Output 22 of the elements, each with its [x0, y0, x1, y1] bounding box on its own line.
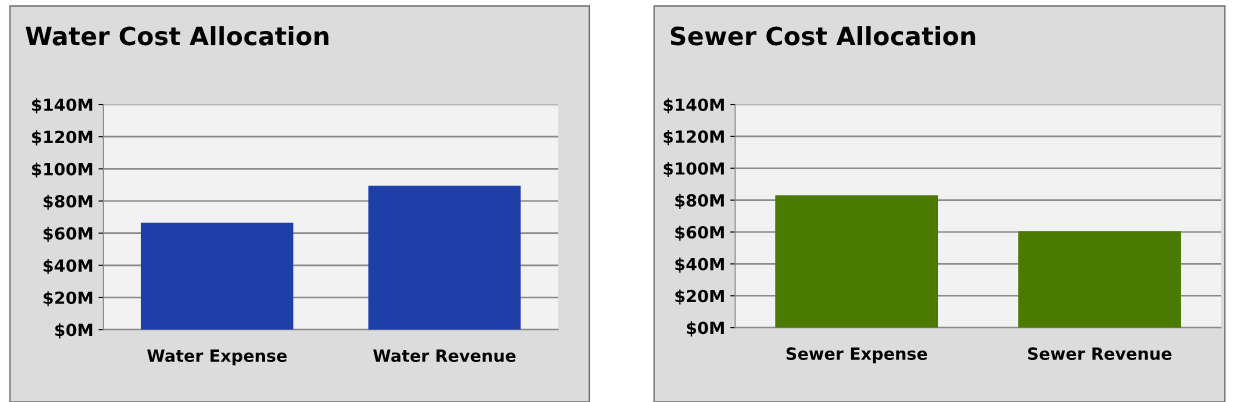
y-tick-label: $20M: [43, 291, 93, 307]
y-tick-label: $80M: [675, 193, 724, 209]
y-tick-label: $120M: [663, 130, 724, 146]
y-tick-label: $0M: [686, 321, 724, 337]
y-tick-label: $120M: [32, 130, 93, 146]
y-tick-label: $60M: [675, 225, 724, 241]
x-tick-label: Water Revenue: [373, 349, 516, 362]
y-tick-label: $140M: [663, 98, 724, 114]
y-tick-label: $80M: [43, 194, 93, 210]
y-tick-label: $140M: [32, 98, 93, 114]
y-tick-label: $20M: [675, 289, 724, 305]
y-tick-label: $100M: [663, 161, 724, 178]
y-tick-label: $100M: [32, 162, 93, 178]
y-tick-label: $40M: [675, 257, 724, 273]
chart-title: Sewer Cost Allocation: [670, 26, 976, 46]
x-tick-label: Sewer Revenue: [1028, 347, 1172, 360]
y-tick-label: $40M: [43, 258, 93, 275]
x-tick-label: Sewer Expense: [786, 347, 928, 364]
y-tick-label: $0M: [55, 323, 93, 339]
x-tick-label: Water Expense: [147, 349, 287, 366]
y-tick-label: $60M: [43, 226, 93, 242]
chart-title: Water Cost Allocation: [25, 26, 329, 46]
